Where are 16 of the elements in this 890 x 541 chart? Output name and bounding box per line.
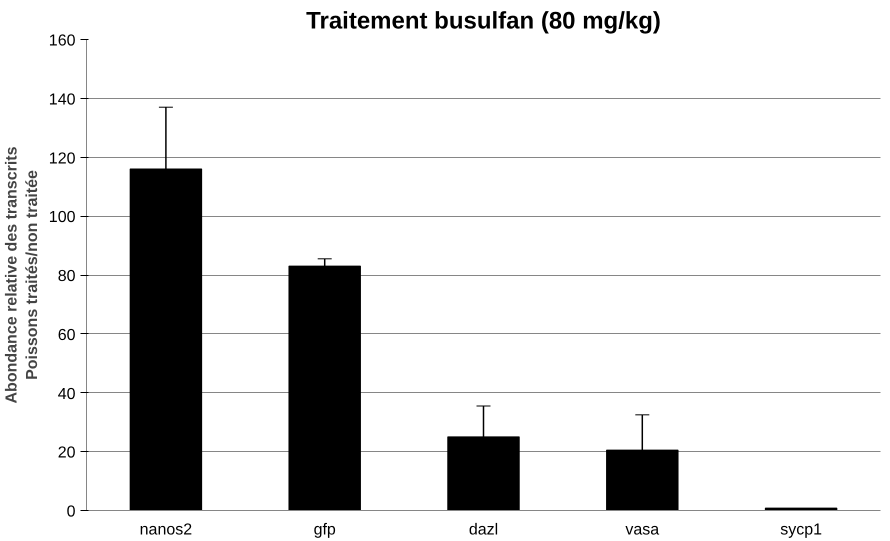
chart-title: Traitement busulfan (80 mg/kg) [306, 8, 661, 34]
x-tick-label: vasa [625, 522, 660, 538]
y-tick-label: 20 [58, 444, 76, 462]
x-tick-label: dazl [468, 522, 498, 538]
y-tick-label: 160 [48, 32, 76, 50]
y-tick-label: 140 [48, 91, 76, 108]
y-tick-label: 60 [58, 326, 76, 344]
x-tick-label: sycp1 [780, 522, 822, 538]
y-tick-label: 80 [58, 268, 76, 285]
y-tick-label: 0 [66, 504, 76, 520]
x-tick-label: nanos2 [140, 522, 192, 538]
y-axis-title: Abondance relative des transcrits Poissons traités/non traitée [3, 146, 41, 404]
y-tick-label: 100 [48, 209, 76, 226]
y-tick-label: 120 [48, 150, 76, 168]
y-tick-label: 40 [58, 386, 76, 403]
x-tick-label: gfp [314, 522, 336, 538]
